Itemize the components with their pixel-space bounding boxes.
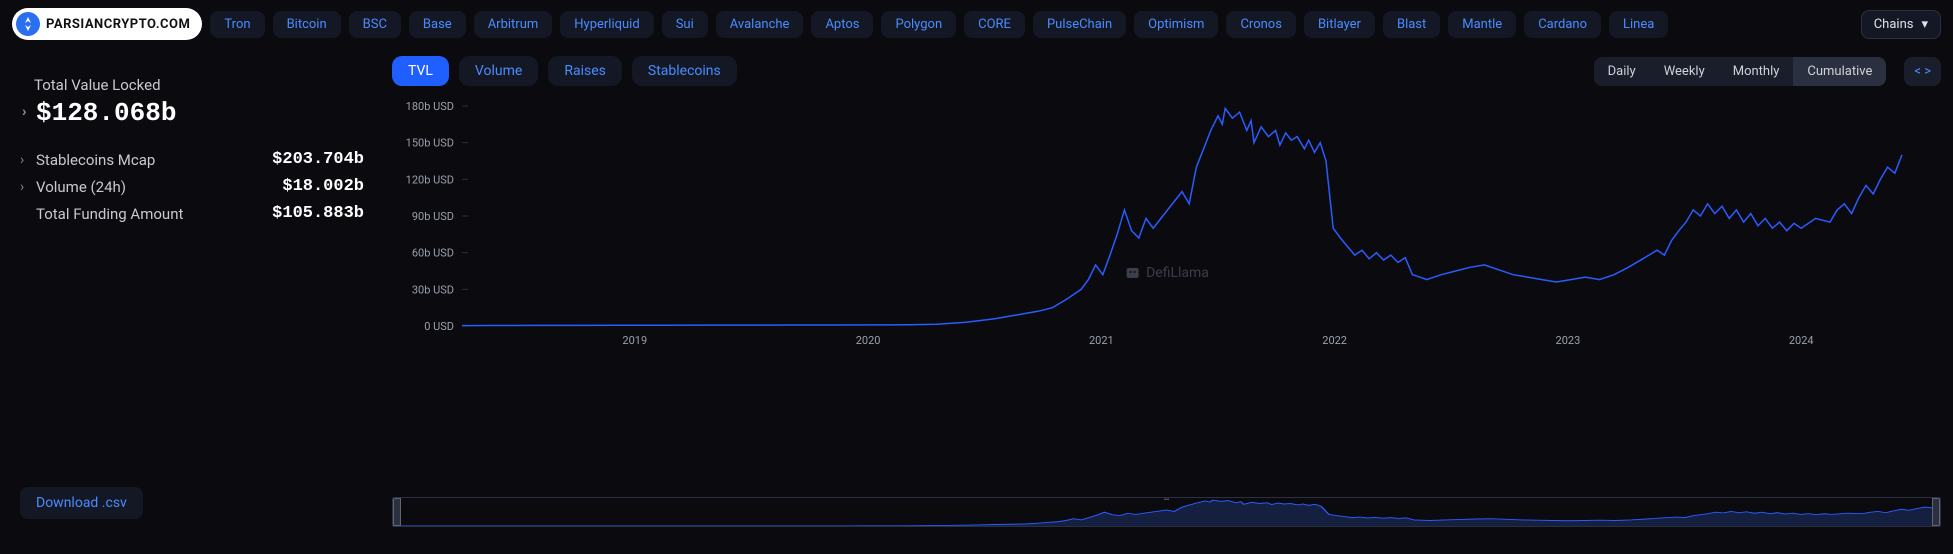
chain-pill-arbitrum[interactable]: Arbitrum xyxy=(474,11,553,38)
svg-text:2020: 2020 xyxy=(856,334,881,347)
tvl-row[interactable]: › $128.068b xyxy=(20,98,364,128)
chain-pill-aptos[interactable]: Aptos xyxy=(811,11,873,38)
tvl-chart: 0 USD 30b USD 60b USD 90b USD 120b USD 150b U… xyxy=(392,96,1912,356)
chain-pill-cronos[interactable]: Cronos xyxy=(1226,11,1295,38)
chain-pill-bsc[interactable]: BSC xyxy=(349,11,401,38)
chain-list: Tron Bitcoin BSC Base Arbitrum Hyperliquid Sui… xyxy=(210,11,1668,38)
logo-icon xyxy=(16,12,40,36)
metric-tabs: TVL Volume Raises Stablecoins xyxy=(392,56,737,86)
embed-button[interactable]: < > xyxy=(1904,57,1941,86)
svg-text:2024: 2024 xyxy=(1789,334,1814,347)
chain-pill-pulsechain[interactable]: PulseChain xyxy=(1033,11,1126,38)
stat-value: $203.704b xyxy=(272,150,364,169)
svg-text:2022: 2022 xyxy=(1322,334,1347,347)
stat-label: Stablecoins Mcap xyxy=(36,151,155,169)
chart-container[interactable]: 0 USD 30b USD 60b USD 90b USD 120b USD 150b U… xyxy=(392,96,1941,489)
download-label: Download .csv xyxy=(36,495,127,511)
embed-icon: < > xyxy=(1914,64,1931,79)
brush-grip-icon: ┉ xyxy=(1159,495,1175,499)
chains-dropdown[interactable]: Chains ▾ xyxy=(1861,10,1941,39)
chain-pill-tron[interactable]: Tron xyxy=(210,11,264,38)
stat-value: $105.883b xyxy=(272,204,364,223)
chain-pill-cardano[interactable]: Cardano xyxy=(1524,11,1601,38)
chains-dropdown-label: Chains xyxy=(1874,17,1914,32)
chart-brush[interactable]: ┉ xyxy=(392,497,1941,527)
chain-pill-mantle[interactable]: Mantle xyxy=(1448,11,1516,38)
brush-handle-left[interactable] xyxy=(393,498,401,526)
chart-panel: TVL Volume Raises Stablecoins DailyWeeklyMo… xyxy=(392,56,1941,527)
brush-handle-right[interactable] xyxy=(1932,498,1940,526)
chevron-right-icon: › xyxy=(20,179,32,195)
svg-text:30b USD: 30b USD xyxy=(412,283,454,296)
chain-pill-bitlayer[interactable]: Bitlayer xyxy=(1304,11,1375,38)
chain-pill-avalanche[interactable]: Avalanche xyxy=(716,11,804,38)
logo-text: PARSIANCRYPTO.COM xyxy=(46,17,190,32)
svg-text:150b USD: 150b USD xyxy=(406,137,454,150)
sidebar: Total Value Locked › $128.068b ›Stableco… xyxy=(12,56,372,527)
svg-text:0 USD: 0 USD xyxy=(424,320,454,333)
top-chain-bar: PARSIANCRYPTO.COM Tron Bitcoin BSC Base Arbi… xyxy=(0,0,1953,48)
sidebar-stat-row: Total Funding Amount $105.883b xyxy=(20,200,364,227)
tvl-label: Total Value Locked xyxy=(20,76,364,94)
tvl-value: $128.068b xyxy=(36,98,176,128)
stat-label: Total Funding Amount xyxy=(36,205,183,223)
chevron-right-icon: › xyxy=(20,152,32,168)
chain-pill-hyperliquid[interactable]: Hyperliquid xyxy=(560,11,653,38)
chart-header: TVL Volume Raises Stablecoins DailyWeeklyMo… xyxy=(392,56,1941,86)
range-tabs: DailyWeeklyMonthlyCumulative xyxy=(1594,57,1887,86)
stat-value: $18.002b xyxy=(282,177,364,196)
chain-pill-base[interactable]: Base xyxy=(409,11,466,38)
metric-tab-volume[interactable]: Volume xyxy=(459,56,538,86)
site-logo[interactable]: PARSIANCRYPTO.COM xyxy=(12,8,202,40)
metric-tab-tvl[interactable]: TVL xyxy=(392,56,449,86)
range-tab-daily[interactable]: Daily xyxy=(1594,57,1650,86)
chevron-down-icon: ▾ xyxy=(1921,17,1928,32)
chain-pill-optimism[interactable]: Optimism xyxy=(1134,11,1218,38)
range-tab-cumulative[interactable]: Cumulative xyxy=(1793,57,1886,86)
chain-pill-core[interactable]: CORE xyxy=(964,11,1025,38)
stat-label: Volume (24h) xyxy=(36,178,126,196)
chain-pill-sui[interactable]: Sui xyxy=(662,11,708,38)
svg-text:60b USD: 60b USD xyxy=(412,247,454,260)
chain-pill-blast[interactable]: Blast xyxy=(1383,11,1440,38)
download-csv-button[interactable]: Download .csv xyxy=(20,487,143,519)
metric-tab-stablecoins[interactable]: Stablecoins xyxy=(632,56,737,86)
metric-tab-raises[interactable]: Raises xyxy=(548,56,622,86)
svg-text:2023: 2023 xyxy=(1556,334,1581,347)
svg-text:2021: 2021 xyxy=(1089,334,1114,347)
chevron-right-icon: › xyxy=(20,105,32,121)
svg-text:180b USD: 180b USD xyxy=(406,100,454,113)
chain-pill-polygon[interactable]: Polygon xyxy=(881,11,956,38)
svg-text:90b USD: 90b USD xyxy=(412,210,454,223)
sidebar-stat-row[interactable]: ›Stablecoins Mcap $203.704b xyxy=(20,146,364,173)
svg-text:2019: 2019 xyxy=(622,334,647,347)
chain-pill-linea[interactable]: Linea xyxy=(1609,11,1668,38)
sidebar-stat-row[interactable]: ›Volume (24h) $18.002b xyxy=(20,173,364,200)
svg-text:120b USD: 120b USD xyxy=(406,173,454,186)
range-tab-monthly[interactable]: Monthly xyxy=(1719,57,1794,86)
range-tab-weekly[interactable]: Weekly xyxy=(1650,57,1719,86)
chain-pill-bitcoin[interactable]: Bitcoin xyxy=(273,11,341,38)
